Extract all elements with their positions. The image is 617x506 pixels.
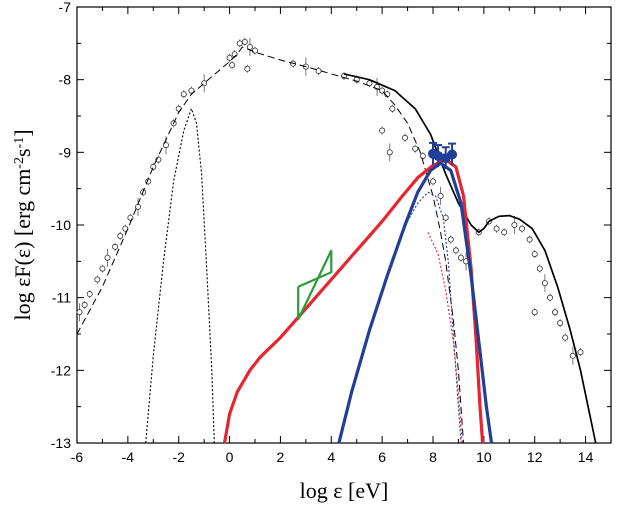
- curve-external-photon-field: [145, 108, 215, 444]
- x-axis-title: log ε [eV]: [300, 478, 389, 503]
- data-point: [236, 40, 243, 47]
- blue-data-point: [447, 149, 458, 160]
- x-tick-label: 14: [578, 449, 594, 465]
- y-title-end: ]: [10, 129, 35, 136]
- data-point: [501, 229, 508, 236]
- data-point: [429, 178, 436, 185]
- data-point: [379, 127, 386, 134]
- x-ray-bowtie: [297, 249, 333, 320]
- x-axis-ticks: -6 -4 -2 0 2 4 6 8 10 12 14: [71, 7, 612, 465]
- data-point: [117, 232, 124, 239]
- x-tick-label: 2: [277, 449, 285, 465]
- data-point: [452, 247, 459, 254]
- x-tick-label: 4: [327, 449, 335, 465]
- data-point: [519, 225, 526, 232]
- model-curves: [76, 46, 597, 444]
- data-point: [99, 265, 106, 272]
- y-tick-label: -9: [59, 144, 72, 160]
- data-point: [577, 349, 584, 356]
- data-point: [419, 152, 426, 159]
- y-tick-label: -11: [52, 290, 71, 306]
- data-point: [511, 221, 518, 228]
- x-tick-label: -2: [172, 449, 185, 465]
- data-point: [546, 294, 553, 301]
- curve-total-model: [343, 73, 597, 444]
- data-point: [437, 192, 444, 199]
- y-axis-ticks: -13 -12 -11 -10 -9 -8 -7: [51, 0, 611, 451]
- data-point: [569, 352, 576, 359]
- data-point: [150, 163, 157, 170]
- x-tick-label: 6: [378, 449, 386, 465]
- data-point: [526, 236, 533, 243]
- data-point: [122, 225, 129, 232]
- data-point: [246, 43, 253, 50]
- data-point: [402, 134, 409, 141]
- data-point: [188, 87, 195, 94]
- data-point: [229, 62, 236, 69]
- data-point: [86, 291, 93, 298]
- curve-blue-dotted: [338, 191, 462, 444]
- x-tick-label: 8: [429, 449, 437, 465]
- data-point: [162, 142, 169, 149]
- data-point: [244, 65, 251, 72]
- data-point: [493, 225, 500, 232]
- y-tick-label: -8: [59, 72, 72, 88]
- open-data-points: [76, 37, 584, 365]
- y-title-main: log εF(ε) [erg cm: [10, 169, 35, 321]
- data-point: [557, 320, 564, 327]
- y-tick-label: -13: [51, 435, 71, 451]
- data-point: [447, 236, 454, 243]
- y-tick-label: -7: [59, 0, 72, 15]
- data-point: [457, 254, 464, 261]
- data-point: [226, 54, 233, 61]
- blue-data-points: [428, 141, 458, 170]
- data-point: [241, 38, 248, 45]
- x-tick-label: 0: [226, 449, 234, 465]
- data-point: [541, 280, 548, 287]
- x-tick-label: 12: [527, 449, 543, 465]
- curve-synchrotron-ssc-dashed-: [76, 46, 464, 444]
- x-tick-label: -6: [71, 449, 84, 465]
- x-tick-label: -4: [122, 449, 135, 465]
- data-point: [552, 309, 559, 316]
- data-point: [251, 47, 258, 54]
- data-point: [94, 276, 101, 283]
- data-point: [76, 309, 83, 316]
- data-point: [180, 91, 187, 98]
- y-title-mid: s: [10, 148, 35, 157]
- curve-red-component: [222, 158, 485, 444]
- y-title-exp1: -2: [12, 157, 27, 169]
- x-ray-bowtie-layer: [297, 249, 333, 320]
- data-point: [104, 254, 111, 261]
- curve-red-dotted: [427, 232, 463, 444]
- y-tick-label: -12: [51, 362, 71, 378]
- data-point: [531, 251, 538, 258]
- data-point: [562, 334, 569, 341]
- curve-blue-component: [337, 161, 494, 444]
- data-point: [412, 145, 419, 152]
- y-tick-label: -10: [51, 217, 71, 233]
- x-tick-label: 10: [476, 449, 492, 465]
- data-point: [531, 309, 538, 316]
- data-point: [386, 149, 393, 156]
- data-point: [389, 105, 396, 112]
- data-point: [442, 214, 449, 221]
- data-point: [112, 243, 119, 250]
- data-point: [81, 301, 88, 308]
- data-point: [315, 67, 322, 74]
- y-title-exp2: -1: [12, 137, 27, 149]
- y-axis-title: log εF(ε) [erg cm-2s-1]: [10, 129, 35, 320]
- data-point: [127, 214, 134, 221]
- data-point: [536, 265, 543, 272]
